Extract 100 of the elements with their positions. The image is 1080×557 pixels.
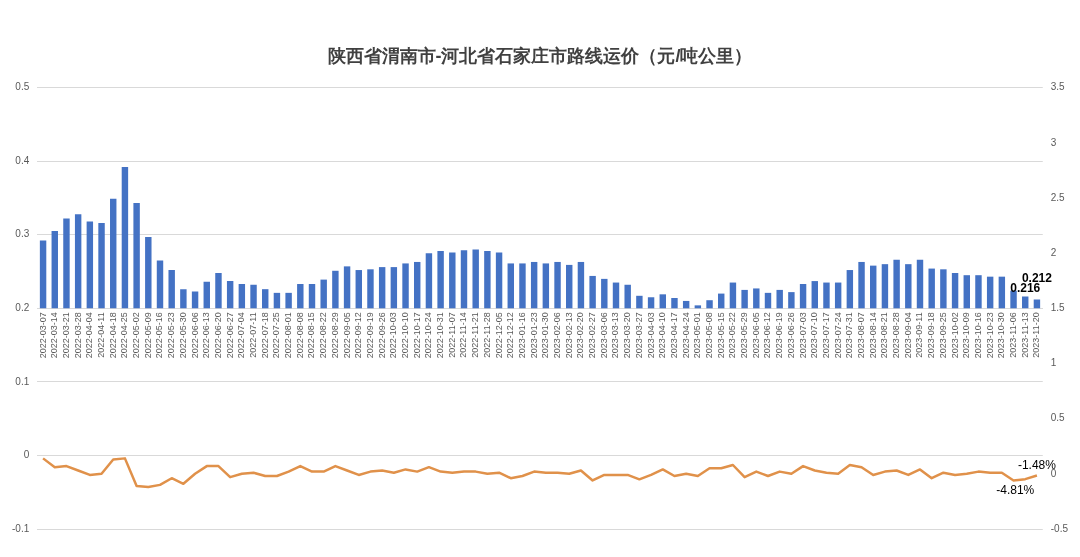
bar [729,282,737,309]
bar [156,260,164,309]
bar [519,263,526,309]
bar [659,294,666,309]
x-tick-label: 2022-10-17 [411,312,422,359]
bar [285,292,292,309]
bar [449,252,456,309]
x-tick-label: 2022-05-23 [166,312,177,359]
bar [975,275,982,309]
bar [636,295,643,309]
x-tick-label: 2023-09-11 [914,312,925,358]
x-tick-label: 2023-07-31 [844,312,855,359]
y-tick-label: 0 [23,449,30,461]
bar [180,289,187,309]
bar [694,305,702,309]
bar [881,264,889,309]
x-tick-label: 2022-08-29 [329,312,340,359]
y2-tick-label: 0 [1050,467,1057,479]
x-tick-label: 2023-10-30 [996,312,1007,359]
x-tick-label: 2023-10-02 [949,312,960,359]
x-tick-label: 2023-07-03 [797,312,808,359]
bar [507,263,514,309]
bar [601,278,608,309]
bar [332,270,339,309]
bar [916,259,924,309]
bar [764,292,772,309]
x-tick-label: 2022-10-31 [435,312,446,359]
y2-tick-label: 2 [1050,246,1057,258]
bar [390,267,398,309]
bar [963,275,970,309]
x-tick-label: 2023-04-17 [668,312,679,359]
bar [203,281,210,309]
x-tick-label: 2023-09-04 [902,312,913,359]
x-tick-label: 2022-12-05 [493,312,504,359]
bar [1010,290,1017,309]
x-tick-label: 2023-04-10 [657,312,668,359]
bar [74,214,82,309]
bar [788,292,795,309]
bar [226,281,234,309]
x-tick-label: 2022-09-12 [353,312,364,359]
x-tick-label: 2022-10-03 [388,312,399,359]
bar [858,261,865,309]
x-tick-label: 2023-05-01 [692,312,703,359]
x-tick-label: 2023-01-30 [540,312,551,359]
y-tick-label: 0.2 [15,302,30,314]
x-tick-label: 2023-03-27 [633,312,644,359]
x-tick-label: 2023-07-10 [809,312,820,359]
x-tick-label: 2023-04-03 [645,312,656,359]
x-tick-label: 2022-04-18 [107,312,118,359]
x-tick-label: 2022-04-11 [96,312,107,358]
bar [110,198,117,309]
x-tick-label: 2023-09-18 [926,312,937,359]
x-tick-label: 2023-05-15 [715,312,726,359]
chart-title: 陕西省渭南市-河北省石家庄市路线运价（元/吨公里） [327,45,753,66]
x-tick-label: 2022-05-09 [142,312,153,359]
bar [297,284,304,309]
bar [414,261,421,309]
x-tick-label: 2023-01-16 [516,312,527,359]
x-tick-label: 2022-12-12 [505,312,516,359]
bar [753,288,760,309]
x-tick-label: 2022-10-10 [400,312,411,359]
x-tick-label: 2022-07-04 [236,312,247,359]
y-tick-label: 0.4 [15,154,30,166]
x-tick-label: 2022-08-08 [294,312,305,359]
bar [940,269,947,309]
x-tick-label: 2022-07-11 [248,312,259,358]
x-tick-label: 2022-11-21 [470,312,481,358]
x-tick-label: 2023-01-23 [528,312,539,359]
bar [612,282,620,309]
bar [320,279,327,309]
bar [589,275,596,309]
y2-tick-label: 0.5 [1050,412,1066,424]
bar [577,261,585,309]
x-tick-label: 2022-09-19 [364,312,375,359]
bar [308,284,316,309]
x-tick-label: 2022-05-02 [131,312,142,359]
y-tick-label: 0.5 [15,81,30,93]
x-tick-label: 2022-06-27 [224,312,235,359]
x-tick-label: 2022-11-07 [446,312,457,358]
bar [870,265,877,309]
x-tick-label: 2023-02-06 [552,312,563,359]
bar [51,231,58,309]
bar [624,284,631,309]
bar [542,263,550,309]
x-tick-label: 2023-07-24 [832,312,843,359]
x-tick-label: 2022-07-25 [271,312,282,359]
bar [273,292,281,309]
x-tick-label: 2022-05-16 [154,312,165,359]
y2-tick-label: -0.5 [1050,522,1069,534]
x-tick-label: 2022-05-30 [177,312,188,359]
x-tick-label: 2023-10-16 [972,312,983,359]
bar [834,282,842,309]
x-tick-label: 2023-02-20 [575,312,586,359]
x-tick-label: 2023-06-05 [750,312,761,359]
x-tick-label: 2023-06-12 [762,312,773,359]
x-tick-label: 2023-10-09 [961,312,972,359]
x-tick-label: 2023-07-17 [820,312,831,359]
bar [343,266,351,309]
y-tick-label: 0.3 [15,228,30,240]
bar [378,267,386,309]
